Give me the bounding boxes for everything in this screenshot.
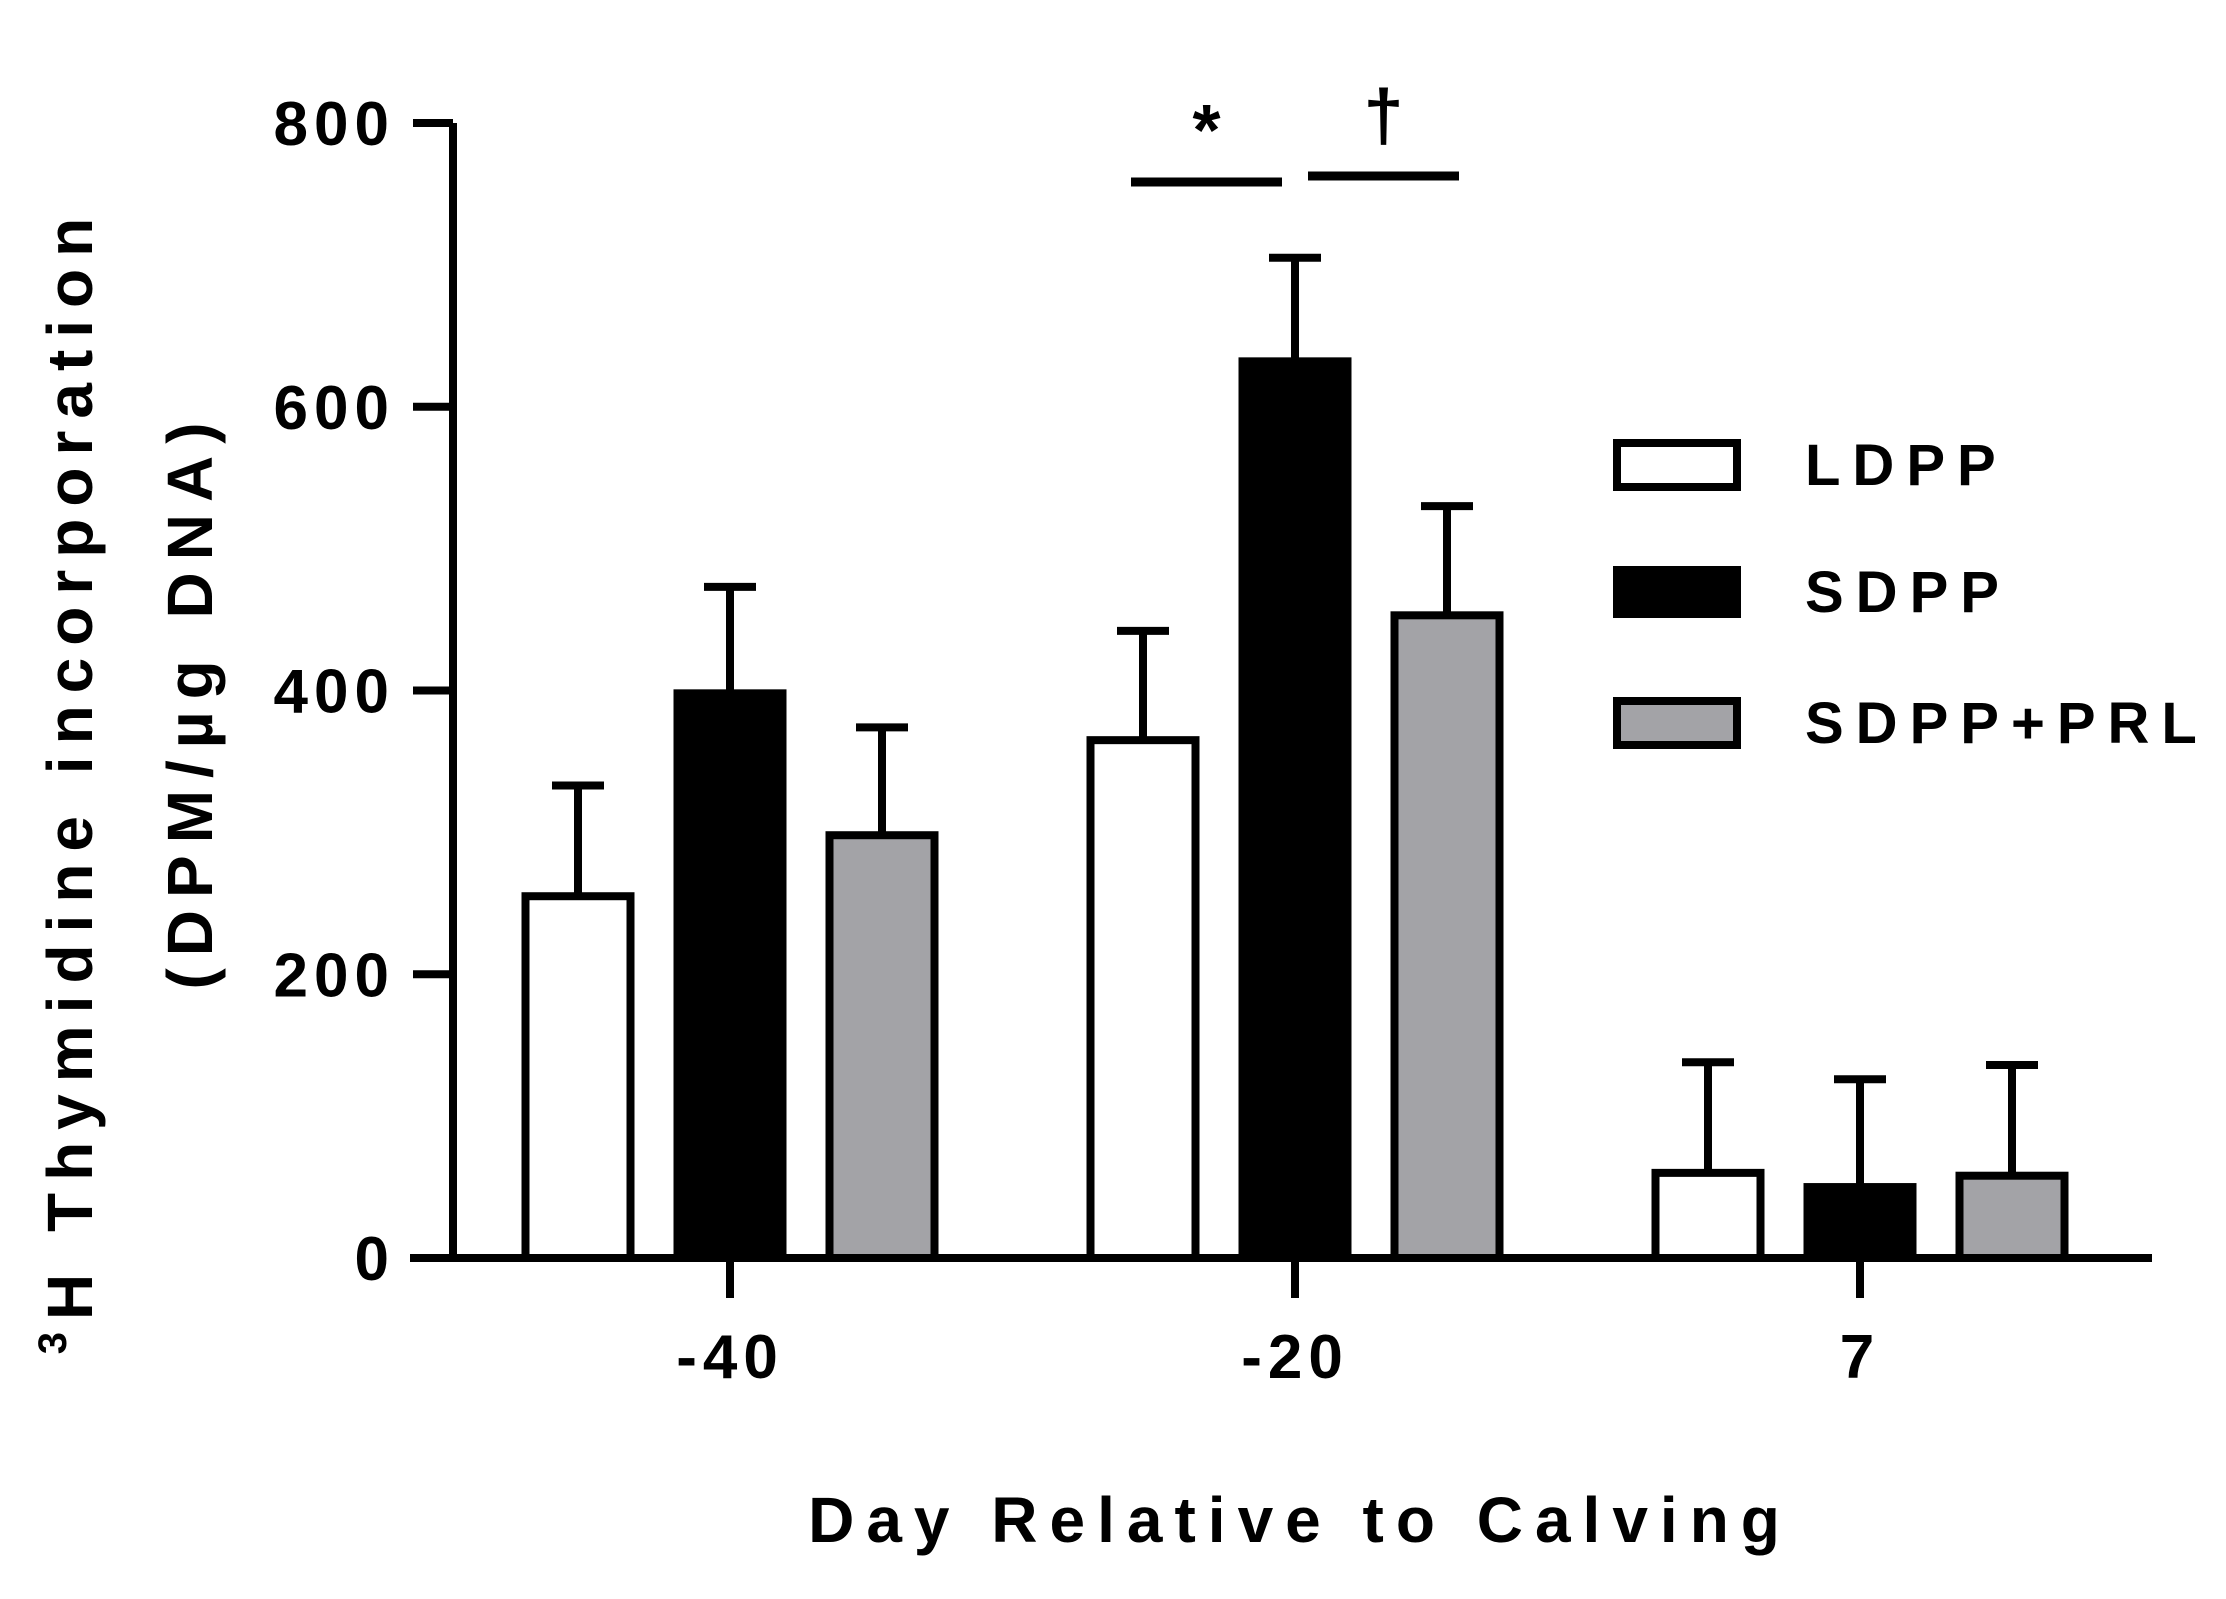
y-ticks: 0 200 400 600 800 — [274, 90, 453, 1294]
x-tick-label: 7 — [1840, 1323, 1880, 1392]
legend-label: SDPP — [1805, 560, 2011, 625]
bar-sdpp — [1803, 1183, 1917, 1262]
y-axis-title-line2: (DPM/µg DNA) — [154, 410, 226, 989]
y-axis-title-line1: Thymidine incorporation — [34, 206, 106, 1232]
y-axis-title-prefix: H — [34, 1262, 106, 1320]
y-tick-label: 0 — [355, 1225, 395, 1294]
bar-sdpp-prl — [1955, 1171, 2069, 1263]
y-axis-title-superscript: 3 — [31, 1320, 75, 1354]
x-tick-label: -40 — [676, 1323, 784, 1392]
significance-annotations: * † — [1131, 76, 1459, 187]
svg-text:3H Thymidine incorporation: 3H Thymidine incorporation — [31, 206, 106, 1355]
bar-ldpp — [1086, 736, 1200, 1262]
legend-swatch — [1613, 439, 1741, 491]
y-tick-label: 800 — [274, 90, 395, 159]
legend-label: LDPP — [1805, 433, 2008, 498]
bar-ldpp — [521, 892, 635, 1262]
legend-swatch — [1613, 697, 1741, 749]
x-axis-title: Day Relative to Calving — [808, 1484, 1792, 1556]
bar-sdpp — [1238, 357, 1352, 1263]
bar-sdpp — [673, 689, 787, 1262]
y-axis-subtitle: (DPM/µg DNA) — [154, 410, 226, 989]
significance-marker: † — [1363, 76, 1403, 156]
y-tick-label: 400 — [274, 658, 395, 727]
y-axis-title: 3H Thymidine incorporation — [31, 206, 106, 1355]
legend-swatch — [1613, 566, 1741, 618]
significance-marker: * — [1192, 91, 1220, 171]
legend: LDPP SDPP SDPP+PRL — [1613, 433, 2209, 756]
x-tick-label: -20 — [1241, 1323, 1349, 1392]
y-tick-label: 600 — [274, 374, 395, 443]
legend-label: SDPP+PRL — [1805, 691, 2209, 756]
bar-sdpp-prl — [1390, 611, 1504, 1262]
bar-sdpp-prl — [825, 831, 939, 1263]
bars-layer — [521, 253, 2069, 1263]
y-tick-label: 200 — [274, 941, 395, 1010]
bar-ldpp — [1651, 1168, 1765, 1262]
x-ticks: -40 -20 7 — [676, 1258, 1880, 1392]
